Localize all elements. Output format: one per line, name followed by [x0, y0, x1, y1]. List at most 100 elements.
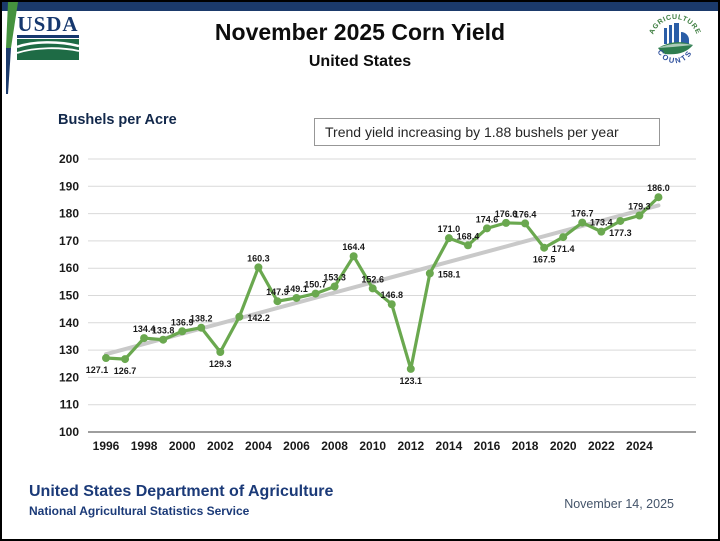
top-accent-bar [2, 2, 718, 11]
data-point [197, 323, 206, 332]
data-point-label: 164.4 [342, 242, 365, 252]
page-title: November 2025 Corn Yield [214, 19, 506, 45]
data-point [540, 243, 549, 252]
data-point [254, 263, 263, 272]
data-point [635, 211, 644, 220]
y-tick-label: 140 [59, 316, 79, 330]
corner-accent [6, 2, 18, 94]
data-point-label: 146.8 [380, 290, 403, 300]
data-point-label: 174.6 [476, 214, 499, 224]
data-point [597, 227, 606, 236]
data-point-label: 123.1 [400, 376, 423, 386]
data-point [368, 284, 377, 293]
x-tick-label: 2018 [512, 439, 539, 453]
data-point [654, 193, 663, 202]
data-point-label: 147.9 [266, 287, 289, 297]
x-tick-label: 2016 [474, 439, 501, 453]
data-point [273, 297, 282, 306]
x-tick-label: 1996 [93, 439, 120, 453]
data-point-label: 186.0 [647, 183, 670, 193]
data-point-label: 179.3 [628, 202, 651, 212]
data-point-label: 168.4 [457, 231, 480, 241]
data-point-label: 133.8 [152, 326, 175, 336]
data-point-label: 149.1 [285, 284, 308, 294]
x-tick-label: 2020 [550, 439, 577, 453]
data-point-label: 158.1 [438, 269, 461, 279]
data-point-label: 138.2 [190, 314, 213, 324]
data-point-label: 177.3 [609, 228, 632, 238]
chart-titles: November 2025 Corn Yield United States [97, 19, 623, 71]
data-point-label: 171.4 [552, 244, 575, 254]
data-point [521, 219, 530, 228]
x-tick-label: 2012 [397, 439, 424, 453]
data-point-label: 136.9 [171, 317, 194, 327]
data-point [502, 218, 511, 227]
y-tick-label: 190 [59, 179, 79, 193]
yield-chart: 100 110 120 130 140 150 160 170 180 190 200 1996 199… [59, 152, 696, 453]
y-tick-label: 170 [59, 234, 79, 248]
data-point [178, 327, 187, 336]
data-point [330, 282, 339, 291]
data-point [559, 233, 568, 242]
y-tick-label: 120 [59, 370, 79, 384]
data-point [292, 293, 301, 302]
data-point [463, 241, 472, 250]
x-tick-label: 2004 [245, 439, 272, 453]
x-tick-label: 2024 [626, 439, 653, 453]
data-point [483, 224, 491, 233]
data-point-label: 126.7 [114, 366, 137, 376]
y-tick-label: 100 [59, 425, 79, 439]
data-point-label: 176.6 [495, 209, 518, 219]
data-point [406, 364, 415, 373]
data-point [140, 334, 149, 343]
y-tick-label: 130 [59, 343, 79, 357]
x-tick-label: 1998 [131, 439, 158, 453]
data-point-label: 153.3 [323, 272, 346, 282]
data-point-label: 150.7 [304, 280, 327, 290]
y-tick-label: 160 [59, 261, 79, 275]
data-point [216, 348, 225, 357]
data-point [349, 252, 358, 261]
page-subtitle: United States [308, 53, 412, 70]
data-point [311, 289, 320, 298]
data-point-label: 142.2 [247, 313, 270, 323]
data-point [121, 355, 130, 364]
footer-department: United States Department of Agriculture [29, 483, 334, 500]
usda-logo-text: USDA [17, 12, 79, 38]
x-tick-label: 2008 [321, 439, 348, 453]
footer-date: November 14, 2025 [564, 497, 674, 511]
x-tick-label: 2022 [588, 439, 615, 453]
x-tick-label: 2002 [207, 439, 234, 453]
y-tick-label: 180 [59, 207, 79, 221]
data-point [425, 269, 434, 278]
footer-agency: National Agricultural Statistics Service [29, 504, 250, 518]
data-point-label: 176.4 [514, 209, 537, 219]
usda-swoosh-icon [17, 39, 79, 60]
x-tick-label: 2006 [283, 439, 310, 453]
data-point [102, 354, 110, 363]
data-point [235, 312, 244, 321]
data-point-label: 129.3 [209, 359, 232, 369]
data-point-label: 127.1 [86, 365, 109, 375]
y-axis-title: Bushels per Acre [58, 112, 177, 128]
data-point [387, 300, 396, 309]
trend-annotation-box: Trend yield increasing by 1.88 bushels p… [314, 118, 660, 146]
data-point [578, 218, 587, 227]
x-tick-label: 2000 [169, 439, 196, 453]
y-tick-label: 200 [59, 152, 79, 166]
data-point-label: 176.7 [571, 209, 594, 219]
data-point [616, 216, 625, 225]
data-point [444, 234, 453, 243]
data-point-label: 171.0 [438, 224, 461, 234]
seal-graphic [658, 23, 693, 55]
data-point [159, 335, 168, 344]
usda-logo: USDA [17, 14, 79, 60]
data-point-label: 160.3 [247, 253, 270, 263]
x-tick-label: 2010 [359, 439, 386, 453]
x-tick-label: 2014 [436, 439, 463, 453]
data-point-label: 152.6 [361, 274, 384, 284]
y-tick-label: 150 [59, 289, 79, 303]
data-point-label: 167.5 [533, 255, 556, 265]
y-tick-label: 110 [60, 398, 80, 412]
